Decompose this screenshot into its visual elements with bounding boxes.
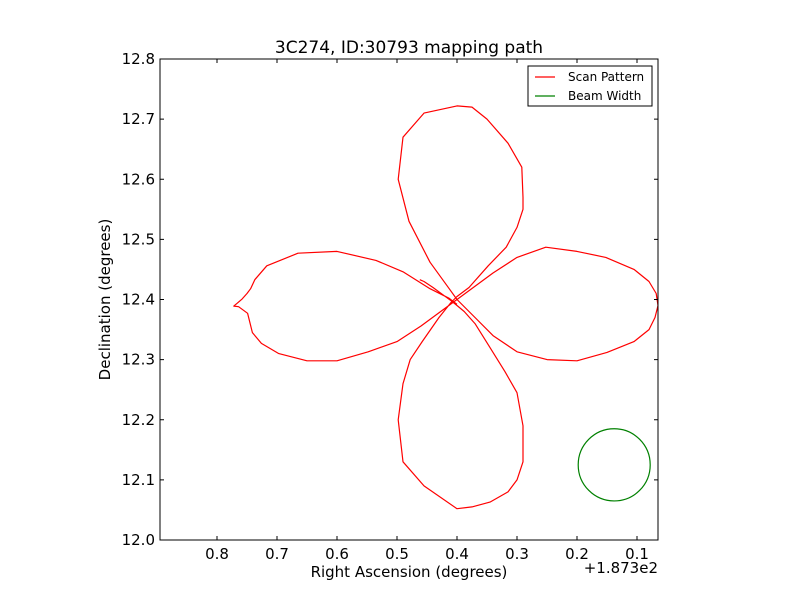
y-tick-label: 12.7 bbox=[122, 110, 155, 128]
x-tick-label: 0.4 bbox=[445, 545, 469, 563]
y-axis: 12.0 12.1 12.2 12.3 12.4 12.5 12.6 12.7 12.8 bbox=[122, 50, 658, 549]
y-tick-label: 12.5 bbox=[122, 230, 155, 248]
y-tick-label: 12.3 bbox=[122, 351, 155, 369]
y-axis-label: Declination (degrees) bbox=[96, 219, 114, 381]
legend: Scan Pattern Beam Width bbox=[527, 65, 653, 107]
x-tick-label: 0.6 bbox=[325, 545, 349, 563]
x-tick-label: 0.7 bbox=[265, 545, 289, 563]
x-axis-offset-label: +1.873e2 bbox=[584, 559, 658, 577]
series-layer bbox=[233, 105, 658, 510]
scan-pattern-line bbox=[233, 105, 658, 510]
x-tick-label: 0.2 bbox=[565, 545, 589, 563]
x-axis: 0.8 0.7 0.6 0.5 0.4 0.3 0.2 0.1 bbox=[205, 59, 649, 563]
y-tick-label: 12.2 bbox=[122, 411, 155, 429]
x-tick-label: 0.3 bbox=[505, 545, 529, 563]
x-tick-label: 0.5 bbox=[385, 545, 409, 563]
legend-label: Beam Width bbox=[568, 89, 641, 103]
x-tick-label: 0.1 bbox=[625, 545, 649, 563]
plot-area: 0.8 0.7 0.6 0.5 0.4 0.3 0.2 0.1 12.012.112.212.… bbox=[122, 50, 659, 563]
y-tick-label: 12.0 bbox=[122, 531, 155, 549]
legend-label: Scan Pattern bbox=[568, 70, 644, 84]
y-tick-label: 12.4 bbox=[122, 291, 155, 309]
y-tick-label: 12.8 bbox=[122, 50, 155, 68]
y-tick-label: 12.1 bbox=[122, 471, 155, 489]
chart-title: 3C274, ID:30793 mapping path bbox=[275, 38, 543, 58]
x-tick-label: 0.8 bbox=[205, 545, 229, 563]
beam-width-circle bbox=[577, 428, 651, 502]
legend-box bbox=[527, 65, 653, 107]
x-axis-label: Right Ascension (degrees) bbox=[311, 563, 508, 581]
y-tick-label: 12.6 bbox=[122, 170, 155, 188]
